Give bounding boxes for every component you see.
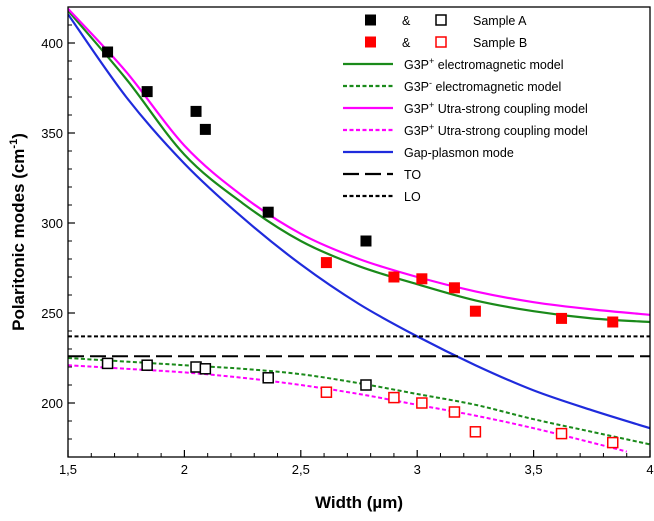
legend-label: LO	[404, 190, 421, 204]
x-tick-label-2: 2,5	[292, 462, 310, 477]
data-point-1-3	[199, 363, 212, 375]
y-tick-label-0: 200	[41, 396, 63, 411]
y-axis-title-main: Polaritonic modes (cm	[9, 149, 28, 331]
data-point-1-4	[262, 372, 274, 384]
data-point-3-6	[607, 436, 619, 449]
legend-open-marker	[435, 36, 447, 48]
legend-label: G3P+ Utra-strong coupling model	[404, 100, 588, 116]
data-point-0-2	[190, 105, 202, 117]
data-point-2-2	[416, 273, 428, 285]
legend-entry-8: LO	[343, 190, 421, 204]
data-point-2-4	[469, 305, 481, 317]
y-axis-title: Polaritonic modes (cm-1)	[8, 133, 28, 331]
data-point-0-5	[360, 235, 372, 247]
legend-label: Gap-plasmon mode	[404, 146, 514, 160]
data-markers	[101, 46, 619, 449]
legend-open-marker	[435, 14, 447, 26]
data-point-2-5	[556, 312, 568, 324]
data-point-0-1	[141, 86, 153, 98]
data-point-3-3	[448, 406, 461, 418]
data-point-1-5	[360, 379, 372, 391]
legend: & Sample A & Sample B G3P+ electromagnetic m…	[343, 14, 588, 204]
x-tick-label-5: 4	[646, 462, 653, 477]
legend-label: TO	[404, 168, 421, 182]
legend-label: Sample B	[473, 36, 527, 50]
legend-ampersand: &	[402, 36, 411, 50]
legend-ampersand: &	[402, 14, 411, 28]
data-point-2-3	[448, 282, 460, 294]
legend-entry-7: TO	[343, 168, 421, 182]
x-axis-title: Width (µm)	[315, 493, 403, 512]
data-point-2-1	[388, 271, 400, 283]
legend-label: Sample A	[473, 14, 527, 28]
y-tick-label-2: 300	[41, 216, 63, 231]
data-point-3-2	[416, 397, 428, 409]
x-tick-label-1: 2	[181, 462, 188, 477]
data-point-0-4	[262, 206, 274, 218]
data-point-1-1	[141, 359, 153, 371]
data-point-0-3	[199, 123, 211, 135]
legend-entry-1: & Sample B	[365, 36, 527, 50]
x-tick-label-0: 1,5	[59, 462, 77, 477]
legend-entry-6: Gap-plasmon mode	[343, 146, 514, 160]
y-tick-label-4: 400	[41, 36, 63, 51]
data-point-1-2	[190, 361, 202, 373]
series-line-6	[68, 8, 650, 316]
y-axis-title-unit-sup: -1	[8, 139, 20, 149]
data-point-2-0	[320, 257, 332, 269]
data-point-3-1	[388, 391, 400, 404]
model-curves	[68, 8, 650, 453]
legend-entry-3: G3P- electromagnetic model	[343, 78, 561, 94]
data-point-3-5	[555, 427, 568, 440]
legend-entry-2: G3P+ electromagnetic model	[343, 56, 564, 72]
legend-filled-marker	[365, 14, 376, 26]
y-tick-label-1: 250	[41, 306, 63, 321]
legend-filled-marker	[365, 36, 376, 48]
series-line-8	[68, 13, 650, 430]
legend-entry-4: G3P+ Utra-strong coupling model	[343, 100, 588, 116]
plot-frame	[67, 6, 651, 458]
legend-label: G3P+ electromagnetic model	[404, 56, 564, 72]
x-tick-label-4: 3,5	[525, 462, 543, 477]
x-axis-ticks: 1,5 2 2,5 3 3,5 4	[59, 450, 654, 477]
y-axis-title-close: )	[9, 133, 28, 139]
legend-entry-5: G3P+ Utra-strong coupling model	[343, 122, 588, 138]
data-point-2-6	[607, 316, 619, 328]
y-tick-label-3: 350	[41, 126, 63, 141]
series-line-7	[68, 364, 627, 453]
data-point-0-0	[102, 46, 114, 58]
series-line-4	[68, 9, 650, 324]
data-point-3-4	[469, 426, 482, 438]
data-point-1-0	[101, 357, 114, 370]
data-point-3-0	[320, 386, 333, 398]
x-tick-label-3: 3	[414, 462, 421, 477]
y-axis-ticks: 200 250 300 350 400	[41, 6, 75, 458]
legend-entry-0: & Sample A	[365, 14, 527, 28]
legend-label: G3P+ Utra-strong coupling model	[404, 122, 588, 138]
legend-label: G3P- electromagnetic model	[404, 78, 561, 94]
